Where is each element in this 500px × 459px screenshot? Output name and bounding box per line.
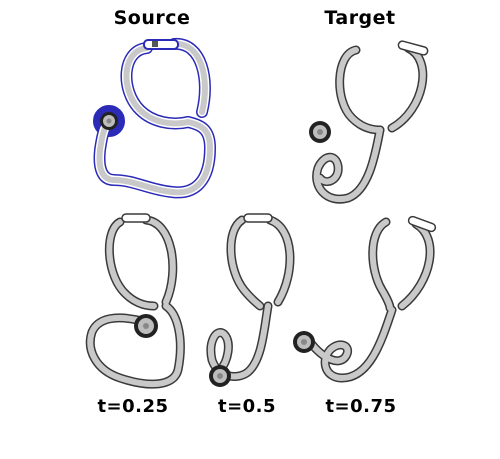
target-label: Target — [324, 7, 396, 29]
source-stethoscope-icon — [93, 38, 216, 199]
t-05-label: t=0.5 — [217, 396, 277, 417]
t-05-stethoscope-icon — [206, 213, 295, 387]
t-075-label: t=0.75 — [325, 396, 397, 417]
t-025-stethoscope-icon — [85, 213, 185, 389]
t-025-label: t=0.25 — [97, 396, 169, 417]
target-stethoscope-icon — [309, 40, 429, 204]
source-label: Source — [113, 7, 191, 29]
t-075-stethoscope-icon — [293, 215, 437, 383]
